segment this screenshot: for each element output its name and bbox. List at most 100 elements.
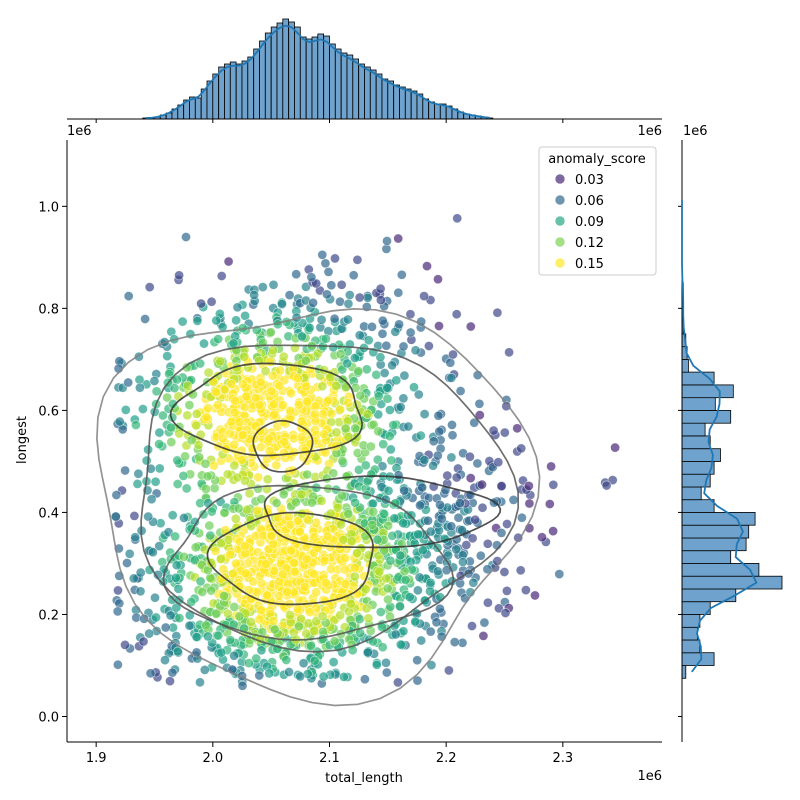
scatter-point	[318, 671, 329, 682]
y-tick-label: 0.0	[38, 710, 59, 725]
x-hist-bar	[381, 78, 389, 120]
scatter-point	[373, 391, 384, 402]
scatter-point	[202, 471, 213, 482]
scatter-point	[363, 613, 374, 624]
x-hist-bar	[364, 66, 371, 120]
scatter-point	[400, 575, 411, 585]
scatter-point	[293, 621, 304, 632]
scatter-point	[139, 613, 149, 624]
scatter-point	[504, 347, 514, 358]
scatter-point	[249, 289, 259, 300]
scatter-point	[230, 395, 241, 406]
scatter-point	[412, 675, 423, 686]
scatter-point	[284, 667, 294, 677]
scatter-point	[146, 494, 157, 505]
scatter-point	[340, 553, 350, 563]
scatter-point	[165, 610, 176, 621]
scatter-point	[306, 497, 317, 508]
scatter-point	[446, 452, 457, 463]
scatter-point	[377, 328, 388, 339]
legend-label: 0.06	[575, 194, 604, 209]
scatter-point	[222, 469, 233, 480]
scatter-point	[267, 370, 278, 381]
scatter-point	[241, 391, 252, 402]
scatter-point	[517, 512, 527, 523]
scatter-point	[513, 532, 524, 543]
scatter-point	[298, 658, 309, 669]
scatter-point	[352, 254, 363, 265]
scatter-point	[360, 584, 371, 595]
scatter-point	[278, 351, 289, 362]
scatter-point	[278, 489, 289, 500]
scatter-point	[318, 429, 329, 439]
y-hist-bar	[681, 486, 702, 501]
scatter-point	[215, 553, 226, 564]
scatter-point	[461, 540, 472, 550]
scatter-point	[389, 513, 400, 524]
scatter-point	[320, 577, 331, 588]
scatter-point	[306, 641, 316, 651]
scatter-point	[478, 631, 489, 641]
scatter-point	[285, 610, 295, 620]
scatter-point	[316, 314, 327, 325]
scatter-point	[232, 472, 243, 483]
x-hist-bar	[264, 32, 272, 120]
kde-contour	[252, 419, 314, 473]
scatter-point	[213, 630, 224, 641]
scatter-point	[172, 646, 183, 657]
scatter-point	[240, 568, 251, 579]
scatter-point	[169, 383, 180, 393]
x-tick-label: 1.9	[86, 751, 107, 766]
scatter-point	[234, 611, 245, 622]
x-hist-bar	[311, 36, 319, 120]
scatter-point	[215, 356, 226, 367]
scatter-point	[434, 603, 445, 614]
kde-contour	[206, 511, 374, 606]
scatter-point	[362, 409, 373, 419]
x-hist-bar	[212, 73, 220, 120]
scatter-point	[385, 444, 396, 455]
scatter-point	[475, 550, 486, 561]
y-hist-bar	[681, 575, 783, 590]
scatter-point	[194, 452, 205, 463]
x-hist-bar	[375, 73, 383, 120]
scatter-point	[110, 511, 121, 522]
scatter-point	[278, 447, 289, 458]
scatter-point	[275, 365, 285, 376]
scatter-point	[206, 296, 217, 307]
scatter-point	[317, 611, 328, 622]
scatter-point	[399, 566, 410, 577]
x-hist-bar	[305, 38, 313, 120]
x-hist-bar	[358, 63, 365, 120]
scatter-point	[474, 410, 485, 420]
scatter-point	[467, 533, 478, 544]
scatter-point	[383, 520, 393, 531]
scatter-point	[447, 419, 457, 430]
scatter-point	[388, 420, 399, 430]
scatter-point	[340, 423, 351, 434]
scatter-point	[135, 586, 146, 597]
scatter-point	[379, 509, 390, 519]
scatter-point	[171, 560, 182, 571]
scatter-point	[537, 532, 547, 543]
scatter-point	[266, 386, 277, 397]
x-hist-bar	[410, 90, 418, 120]
scatter-point	[265, 327, 276, 338]
scatter-point	[452, 213, 463, 224]
scatter-point	[225, 549, 236, 560]
y-hist-bar	[681, 358, 689, 373]
legend-marker	[554, 173, 566, 185]
scatter-point	[423, 341, 434, 351]
scatter-point	[301, 554, 312, 565]
scatter-point	[435, 499, 445, 510]
scatter-point	[114, 416, 125, 427]
scatter-point	[301, 381, 312, 392]
y-hist-bar	[681, 626, 698, 641]
scatter-point	[132, 478, 143, 489]
scatter-point	[286, 388, 296, 399]
y-hist-bar	[681, 448, 721, 462]
scatter-point	[329, 636, 340, 646]
scatter-point	[375, 352, 386, 363]
scatter-point	[186, 597, 197, 607]
scatter-point	[260, 559, 271, 569]
